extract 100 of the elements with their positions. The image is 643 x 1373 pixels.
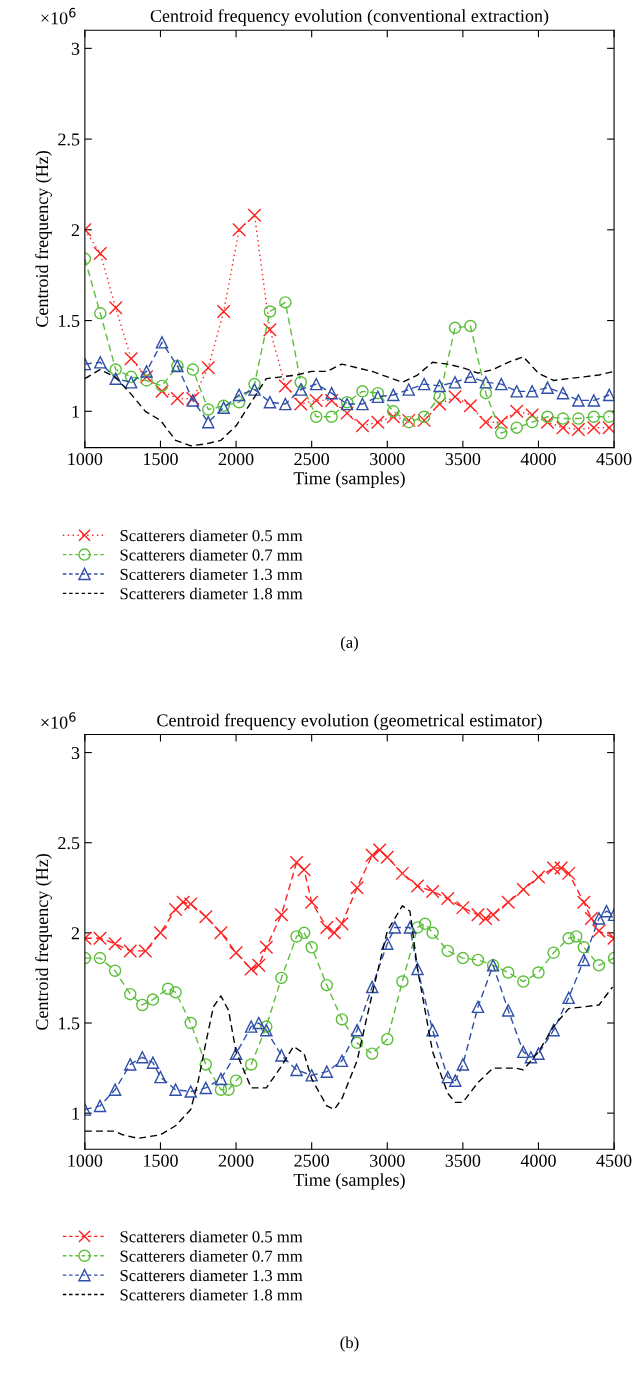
point [554,861,569,875]
point [577,953,591,967]
point [139,369,154,384]
point [184,1016,197,1030]
point [155,379,169,393]
point [449,1074,462,1087]
point [305,941,318,954]
point [340,406,354,421]
point [279,397,292,411]
text: ×10$^{6}$ [41,7,76,25]
point [556,412,570,425]
point [355,418,370,433]
x-tick-label: 3000 [370,452,405,466]
point [396,975,409,988]
legend-label: Scatterers diameter 0.5 mm [120,1230,303,1243]
point [168,902,183,917]
point [411,962,424,976]
x-tick-label: 3500 [445,1154,481,1167]
point [592,912,606,925]
point [402,383,415,396]
y-tick-label: 1.5 [59,1017,80,1030]
point [495,377,508,391]
point [309,377,323,391]
point [495,426,508,440]
point [456,1058,470,1071]
x-tick-label: 1000 [68,1154,103,1167]
point [244,961,259,976]
point [418,917,432,931]
point [293,397,308,411]
point [108,300,123,315]
point [448,321,462,335]
point [417,377,431,391]
legend-label: Scatterers diameter 1.8 mm [120,587,303,600]
point [572,394,585,407]
point [525,415,539,429]
point [432,397,447,411]
point [525,407,540,422]
point [592,959,606,972]
point [433,390,446,404]
point [463,398,478,413]
point [325,410,338,423]
y-tick-label: 1.5 [59,314,80,328]
text: (b) [340,1336,359,1352]
y-axis-title: Centroid frequency (Hz) [35,853,52,1030]
point [381,1032,394,1046]
point [244,1058,258,1071]
point [388,921,402,934]
point [471,953,485,967]
text: ×10$^{6}$ [41,712,76,729]
point [123,987,137,1001]
point [335,1054,349,1068]
point [184,1085,197,1098]
y-tick-label: 3 [71,746,80,760]
point [108,1083,122,1096]
x-axis-title: Time (samples) [293,1173,405,1190]
point [350,1036,364,1050]
point [154,1070,167,1084]
point [471,1000,485,1014]
point [541,410,554,423]
point [94,356,107,369]
x-tick-label: 3500 [445,452,481,466]
point [479,386,493,400]
x-tick-label: 2500 [294,452,330,466]
point [561,866,576,881]
point [146,1056,160,1069]
point [140,374,153,387]
point [411,921,424,934]
point [155,384,169,399]
point [372,842,387,857]
point [320,1065,334,1078]
point [532,966,545,979]
point [478,911,493,926]
y-axis-title: Centroid frequency (Hz) [35,150,52,327]
y-tick-label: 2 [71,927,80,940]
point [547,946,560,959]
point [365,1047,379,1060]
point [386,409,401,424]
point [356,397,369,411]
point [305,1069,318,1082]
x-tick-label: 1000 [68,452,103,466]
point [161,982,175,996]
legend-label: Scatterers diameter 1.8 mm [120,1288,303,1301]
point [531,870,546,884]
point [501,895,516,910]
point [464,319,477,333]
point [232,388,246,402]
point [275,1049,288,1062]
x-tick-label: 1500 [144,1154,178,1167]
point [290,930,303,943]
point [297,862,312,877]
point [433,379,446,393]
point [304,895,319,910]
point [247,208,262,223]
y-tick-label: 1 [72,405,79,418]
x-tick-label: 4500 [596,452,632,466]
legend-label: Scatterers diameter 1.3 mm [120,1269,303,1282]
point [510,385,523,398]
point [584,911,599,926]
point [248,383,261,396]
point [199,1081,213,1095]
